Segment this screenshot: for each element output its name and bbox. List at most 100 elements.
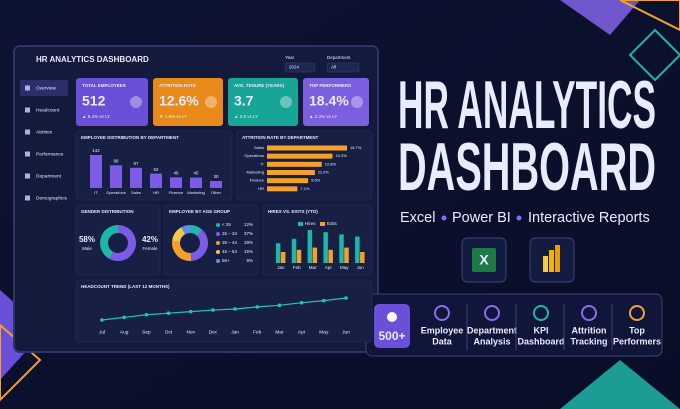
- feature-label: Tracking: [570, 336, 607, 346]
- x-tick-label: Apr: [298, 329, 306, 335]
- kpi-card: [303, 78, 369, 126]
- nav-item[interactable]: Overview: [36, 85, 57, 91]
- legend-label: Exits: [327, 221, 338, 226]
- data-label: 58%: [79, 235, 95, 244]
- kpi-value: 12.6%: [159, 93, 199, 109]
- decor: [560, 360, 680, 409]
- x-tick-label: May: [340, 265, 349, 270]
- powerbi-icon: [549, 250, 554, 272]
- data-label: 142: [92, 148, 100, 153]
- kpi-value: 512: [82, 93, 106, 109]
- filter-box: [326, 62, 360, 73]
- legend-label: 35 – 44: [222, 240, 238, 245]
- badge-icon: [387, 312, 397, 322]
- filter-value[interactable]: All: [331, 65, 336, 70]
- y-tick-label: Operations: [244, 153, 264, 158]
- data-label: 87: [133, 161, 139, 166]
- chart-title: EMPLOYEE DISTRIBUTION BY DEPARTMENT: [81, 135, 179, 140]
- decor: [560, 0, 640, 35]
- point: [211, 308, 215, 312]
- nav-item[interactable]: Attrition: [36, 129, 53, 135]
- x-tick-label: Finance: [169, 190, 184, 195]
- legend-label: Male: [82, 246, 92, 251]
- legend-label: Female: [142, 246, 158, 251]
- x-tick-label: May: [319, 329, 329, 335]
- nav-item[interactable]: Headcount: [36, 107, 60, 113]
- point: [188, 309, 193, 314]
- bar: [150, 173, 162, 188]
- y-tick-label: HR: [258, 186, 264, 191]
- bar: [267, 186, 298, 192]
- point: [122, 315, 126, 320]
- kpi-card: [76, 78, 148, 126]
- x-tick-label: Jul: [99, 329, 105, 335]
- feature-label: Top: [629, 325, 645, 335]
- filter-value[interactable]: 2024: [289, 65, 300, 70]
- data-label: 9.6%: [311, 178, 321, 183]
- kpi-title: AVG. TENURE (YEARS): [234, 83, 285, 88]
- donut-slice: [190, 225, 203, 236]
- x-tick-label: Operations: [106, 190, 126, 195]
- x-tick-label: IT: [94, 190, 98, 195]
- chart-panel: [75, 279, 373, 343]
- bar: [267, 161, 322, 167]
- chart-title: HEADCOUNT TREND (LAST 12 MONTHS): [81, 284, 170, 289]
- bar: [267, 145, 347, 151]
- dashboard-title: HR ANALYTICS DASHBOARD: [36, 55, 149, 64]
- data-label: 37%: [244, 231, 253, 236]
- chart-title: HIRES VS. EXITS (YTD): [268, 209, 318, 214]
- legend-swatch: [216, 259, 220, 263]
- kpi-card: [228, 78, 298, 126]
- x-tick-label: Nov: [186, 329, 195, 335]
- point: [255, 305, 260, 309]
- x-tick-label: Jan: [231, 329, 239, 335]
- data-label: 12.8%: [325, 161, 337, 166]
- x-tick-label: Feb: [253, 329, 262, 335]
- bar: [210, 181, 222, 188]
- nav-item[interactable]: Demographics: [36, 195, 68, 201]
- nav-item[interactable]: Department: [36, 173, 62, 179]
- bar: [280, 252, 286, 263]
- bar: [312, 247, 318, 263]
- bar: [110, 165, 122, 188]
- nav-icon: [25, 173, 30, 179]
- chart-title: EMPLOYEE BY AGE GROUP: [169, 209, 230, 214]
- x-tick-label: Dec: [209, 329, 218, 335]
- legend-swatch: [216, 250, 220, 254]
- badge-text: 500+: [378, 329, 405, 343]
- bar: [190, 177, 202, 188]
- kpi-value: 18.4%: [309, 93, 349, 109]
- nav-item[interactable]: Performance: [36, 151, 64, 157]
- bar: [355, 236, 360, 263]
- separator-dot: [441, 215, 447, 221]
- kpi-value: 3.7: [234, 93, 254, 109]
- legend-label: 45 – 54: [222, 249, 238, 254]
- bar: [170, 177, 182, 188]
- powerbi-icon: [543, 256, 548, 272]
- legend-label: 25 – 34: [222, 231, 238, 236]
- nav-active: [20, 80, 68, 96]
- legend-label: 55+: [222, 258, 230, 263]
- kpi-title: ATTRITION RATE: [159, 83, 196, 88]
- kpi-change: ▲ 2.3% vs LY: [309, 114, 337, 119]
- chart-title: GENDER DISTRIBUTION: [81, 209, 134, 214]
- kpi-icon: [130, 96, 142, 108]
- point: [144, 312, 149, 317]
- feature-icon: [533, 305, 549, 321]
- legend-swatch: [216, 232, 220, 236]
- data-label: 7.1%: [300, 186, 310, 191]
- kpi-title: TOP PERFORMERS: [309, 83, 351, 88]
- data-label: 28%: [244, 240, 253, 245]
- legend-swatch: [320, 222, 325, 226]
- excel-icon: X: [479, 252, 489, 268]
- kpi-title: TOTAL EMPLOYEES: [82, 83, 126, 88]
- bar: [344, 247, 349, 263]
- bar: [291, 238, 297, 263]
- x-tick-label: Marketing: [187, 190, 205, 195]
- x-tick-label: Apr: [325, 265, 333, 270]
- x-tick-label: Other: [211, 190, 222, 195]
- decor: [628, 28, 680, 82]
- bar: [130, 167, 142, 188]
- filter-box: [284, 62, 316, 73]
- data-label: 45: [193, 171, 199, 176]
